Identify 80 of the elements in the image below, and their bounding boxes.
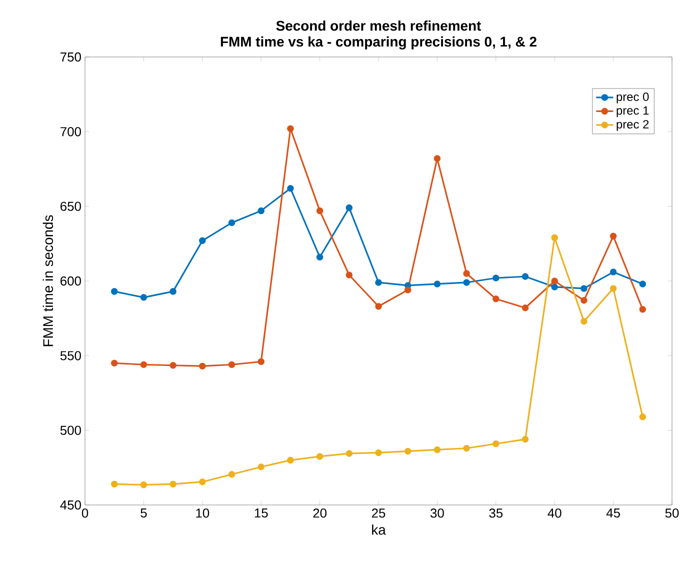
point <box>199 478 206 486</box>
point <box>287 456 294 464</box>
point <box>404 448 412 455</box>
point <box>404 286 412 294</box>
y-tick-label: 700 <box>60 127 81 136</box>
point <box>346 450 353 457</box>
point <box>316 207 324 214</box>
point <box>639 280 646 288</box>
y-tick-label: 650 <box>60 202 81 211</box>
point <box>639 306 646 313</box>
point <box>258 207 264 214</box>
point <box>551 234 558 242</box>
point <box>228 219 236 226</box>
point <box>170 288 176 295</box>
x-tick-label: 30 <box>430 508 444 518</box>
x-tick-label: 0 <box>82 508 88 518</box>
point <box>551 278 558 284</box>
point <box>199 362 206 370</box>
x-tick-label: 25 <box>372 508 386 518</box>
point <box>316 254 324 260</box>
point <box>522 436 529 443</box>
x-tick-label: 50 <box>665 508 679 518</box>
point <box>610 285 617 292</box>
y-tick-label: 550 <box>60 351 81 360</box>
x-tick-label: 10 <box>196 508 210 518</box>
point <box>110 288 118 295</box>
point <box>639 413 646 420</box>
y-tick-label: 750 <box>60 52 81 62</box>
point <box>434 446 441 454</box>
legend-label: prec 1 <box>616 106 649 118</box>
point <box>346 204 353 212</box>
point <box>580 285 588 292</box>
point <box>140 481 148 488</box>
point <box>110 480 118 488</box>
point <box>140 361 148 368</box>
point <box>492 440 500 448</box>
point <box>375 279 382 286</box>
point <box>287 185 294 192</box>
point <box>140 294 148 301</box>
point <box>492 296 500 302</box>
point <box>258 358 264 366</box>
point <box>463 444 470 452</box>
point <box>434 155 441 162</box>
y-axis-title: FMM time in seconds <box>42 215 54 346</box>
point <box>580 318 588 325</box>
x-tick-label: 5 <box>140 508 147 518</box>
point <box>522 273 529 280</box>
y-tick-label: 450 <box>60 500 81 510</box>
x-tick-label: 35 <box>489 508 503 518</box>
point <box>375 302 382 310</box>
point <box>551 284 558 290</box>
legend-label: prec 0 <box>616 92 649 104</box>
point <box>375 449 382 456</box>
point <box>610 268 617 276</box>
x-tick-label: 40 <box>548 508 562 518</box>
point <box>170 480 176 488</box>
point <box>346 272 353 278</box>
point <box>170 362 176 369</box>
y-tick-label: 500 <box>60 426 81 435</box>
point <box>199 237 206 244</box>
point <box>110 360 118 367</box>
chart-title: Second order mesh refinement FMM time vs ka - comparing precisions 0, 1, & 2 <box>220 20 536 50</box>
x-tick-label: 15 <box>254 508 268 518</box>
x-axis-title: ka <box>372 524 386 535</box>
point <box>287 125 294 132</box>
point <box>228 470 236 478</box>
point <box>580 297 588 304</box>
point <box>434 280 441 288</box>
point <box>463 279 470 286</box>
x-tick-label: 20 <box>313 508 327 518</box>
point <box>316 453 324 460</box>
point <box>610 232 617 240</box>
point <box>463 270 470 277</box>
point <box>492 274 500 282</box>
point <box>258 464 264 470</box>
point <box>228 361 236 368</box>
point <box>522 304 529 312</box>
y-tick-label: 600 <box>60 276 81 286</box>
x-tick-label: 45 <box>606 508 620 518</box>
legend-label: prec 2 <box>616 120 649 131</box>
